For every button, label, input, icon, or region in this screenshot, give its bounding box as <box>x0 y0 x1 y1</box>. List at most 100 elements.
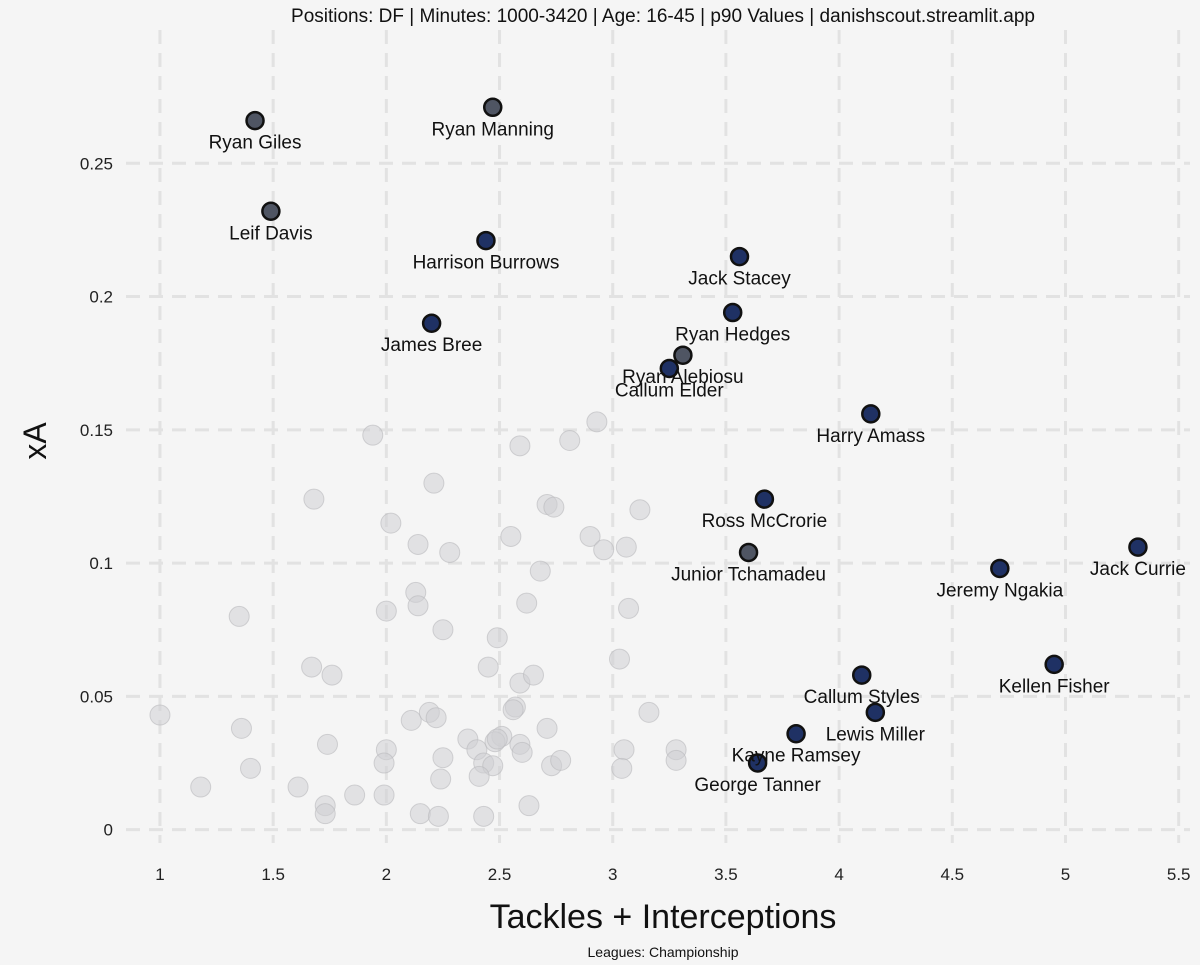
x-tick-label: 5.5 <box>1167 865 1191 884</box>
player-point <box>865 702 886 723</box>
background-point <box>486 728 508 750</box>
player-point <box>990 558 1010 579</box>
background-point <box>609 648 631 670</box>
x-tick-label: 1 <box>155 865 164 884</box>
player-label: Callum Styles <box>804 687 920 708</box>
player-label: Ryan Hedges <box>675 325 790 346</box>
background-point <box>287 776 309 798</box>
player-label: Leif Davis <box>229 223 312 244</box>
player-label: James Bree <box>381 335 482 356</box>
background-point <box>425 707 447 729</box>
y-tick-label: 0.25 <box>80 154 113 173</box>
player-labels: Ryan Giles Ryan Manning Leif Davis Harrison… <box>209 119 1186 796</box>
background-point <box>301 656 323 678</box>
background-point <box>511 741 533 763</box>
background-point <box>559 429 581 451</box>
background-point <box>423 472 445 494</box>
player-label: Kayne Ramsey <box>732 746 861 767</box>
background-point <box>593 539 615 561</box>
background-point <box>509 435 531 457</box>
background-point <box>618 597 640 619</box>
background-point <box>149 704 171 726</box>
background-point <box>536 717 558 739</box>
background-point <box>380 512 402 534</box>
background-point <box>473 805 495 827</box>
background-point <box>529 560 551 582</box>
player-label: Kellen Fisher <box>999 676 1111 697</box>
background-point <box>407 533 429 555</box>
player-label: Jack Stacey <box>688 269 791 290</box>
y-tick-label: 0.1 <box>89 554 113 573</box>
y-tick-label: 0.15 <box>80 421 113 440</box>
background-point <box>629 499 651 521</box>
background-point <box>522 664 544 686</box>
player-point <box>1044 654 1064 675</box>
background-point <box>373 752 395 774</box>
background-point <box>375 600 397 622</box>
chart-caption: Leagues: Championship <box>588 944 739 960</box>
background-point <box>321 664 343 686</box>
background-point <box>407 595 429 617</box>
player-label: Ryan Alebiosu <box>622 367 743 388</box>
x-tick-label: 3 <box>608 865 617 884</box>
x-tick-label: 1.5 <box>261 865 285 884</box>
background-point <box>230 717 252 739</box>
highlighted-points <box>245 97 1148 773</box>
y-tick-labels: 0 0.05 0.1 0.15 0.2 0.25 <box>80 154 113 839</box>
background-point <box>427 805 449 827</box>
player-point <box>722 302 743 323</box>
x-tick-label: 5 <box>1061 865 1070 884</box>
background-point <box>344 784 366 806</box>
background-point <box>665 749 687 771</box>
player-label: George Tanner <box>694 775 821 796</box>
y-tick-label: 0.05 <box>80 687 113 706</box>
player-point <box>851 665 872 685</box>
player-label: Harrison Burrows <box>413 253 560 274</box>
background-point <box>638 701 660 723</box>
background-point <box>477 656 499 678</box>
background-point <box>550 749 572 771</box>
background-point <box>190 776 212 798</box>
background-point <box>543 496 565 518</box>
background-point <box>502 699 524 721</box>
y-tick-label: 0 <box>104 821 113 840</box>
player-point <box>729 246 750 267</box>
background-point <box>611 757 633 779</box>
player-point <box>482 97 503 118</box>
x-tick-label: 2 <box>382 865 391 884</box>
grid-lines <box>126 30 1190 843</box>
player-point <box>786 723 806 744</box>
player-label: Ryan Giles <box>209 133 302 154</box>
background-point <box>409 803 431 825</box>
background-point <box>613 739 635 761</box>
background-point <box>615 536 637 558</box>
player-point <box>421 313 442 333</box>
x-axis-title: Tackles + Interceptions <box>490 898 837 936</box>
x-tick-label: 4.5 <box>940 865 964 884</box>
player-label: Ross McCrorie <box>702 511 828 532</box>
player-point <box>261 201 281 222</box>
player-point <box>738 542 759 563</box>
y-tick-label: 0.2 <box>89 288 113 307</box>
background-point <box>486 627 508 649</box>
background-point <box>303 488 325 510</box>
player-label: Harry Amass <box>816 426 925 447</box>
background-point <box>518 795 540 817</box>
y-axis-title: xA <box>17 422 53 460</box>
background-points <box>149 411 687 827</box>
background-point <box>400 709 422 731</box>
background-point <box>430 768 452 790</box>
player-point <box>245 110 265 131</box>
player-point <box>754 489 775 509</box>
background-point <box>362 424 384 446</box>
player-label: Ryan Manning <box>431 119 554 140</box>
player-label: Jeremy Ngakia <box>936 580 1063 601</box>
player-point <box>1128 537 1148 557</box>
chart-title: Positions: DF | Minutes: 1000-3420 | Age… <box>291 6 1035 27</box>
background-point <box>579 525 601 547</box>
x-tick-labels: 1 1.5 2 2.5 3 3.5 4 4.5 5 5.5 <box>155 865 1190 884</box>
background-point <box>500 525 522 547</box>
player-point <box>659 358 680 379</box>
